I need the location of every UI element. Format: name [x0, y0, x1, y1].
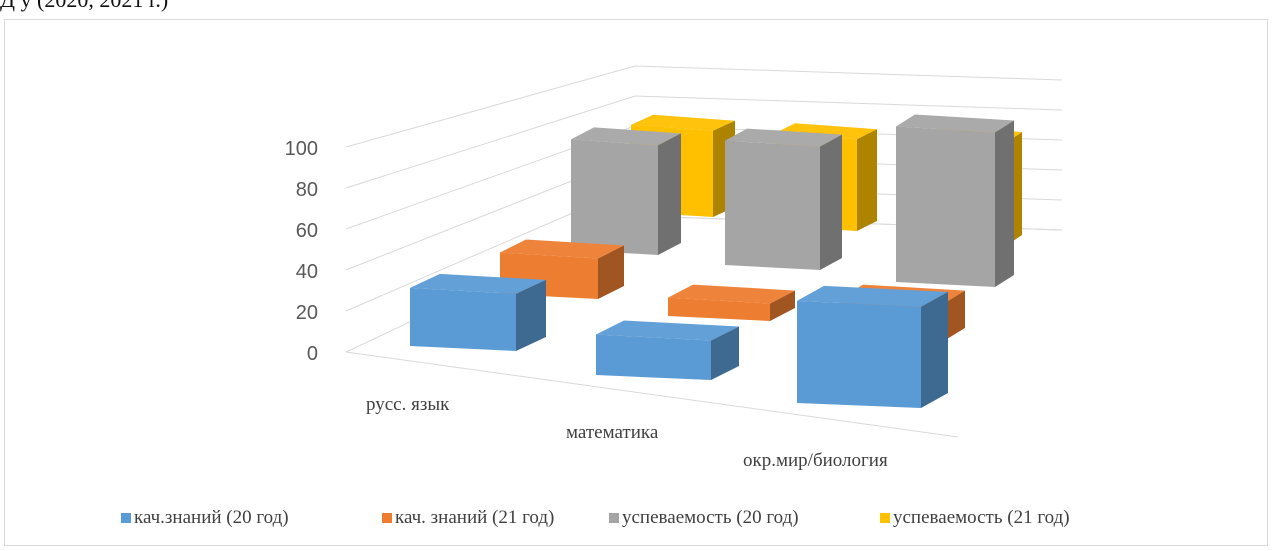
- legend-item: кач.знаний (20 год): [121, 507, 289, 528]
- legend-label: успеваемость (21 год): [893, 507, 1070, 528]
- bar-side: [770, 290, 795, 321]
- y-tick-label: 40: [296, 261, 318, 283]
- bar-side: [995, 120, 1014, 287]
- bar-front: [896, 126, 995, 287]
- bar-top: [775, 123, 877, 140]
- bar-front: [725, 140, 820, 270]
- bar-top: [410, 273, 546, 294]
- bar-2-1: [725, 128, 842, 270]
- horizontal-gridline-back: [634, 95, 1063, 111]
- bar-side: [820, 134, 842, 270]
- bar-top: [896, 114, 1014, 133]
- cut-off-heading: Д у (2020, 2021 г.): [0, 0, 1272, 12]
- chart-frame: [4, 19, 1268, 546]
- y-tick-label: 20: [296, 302, 318, 324]
- category-label: математика: [566, 422, 659, 443]
- bar-front: [571, 139, 658, 255]
- y-tick-label: 60: [296, 220, 318, 242]
- legend-label: кач. знаний (21 год): [395, 507, 554, 528]
- legend-item: успеваемость (21 год): [880, 507, 1070, 528]
- category-label: русс. язык: [366, 394, 450, 415]
- bar-0-0: [410, 273, 546, 351]
- chart-bars: [410, 114, 1022, 408]
- horizontal-gridline-back: [634, 65, 1063, 81]
- bar-side: [516, 279, 546, 351]
- bar-top: [596, 320, 739, 341]
- legend-item: успеваемость (20 год): [609, 507, 799, 528]
- y-tick-label: 0: [307, 343, 318, 365]
- bar-front: [668, 297, 770, 321]
- category-label: окр.мир/биология: [743, 450, 888, 471]
- chart-legend: кач.знаний (20 год) кач. знаний (21 год) у…: [121, 507, 1070, 528]
- legend-item: кач. знаний (21 год): [382, 507, 554, 528]
- category-labels: русс. язык математика окр.мир/биология: [366, 394, 888, 471]
- bar-top: [500, 239, 624, 259]
- bar-1-1: [668, 284, 795, 321]
- legend-label: успеваемость (20 год): [622, 507, 799, 528]
- bar-front: [596, 334, 711, 380]
- bar-front: [410, 287, 516, 351]
- legend-label: кач.знаний (20 год): [134, 507, 289, 528]
- floor-front-edge: [345, 351, 959, 438]
- bar-front: [797, 300, 921, 408]
- bar-top: [797, 285, 948, 307]
- bar-top: [631, 114, 735, 131]
- bar-side: [857, 129, 877, 231]
- y-tick-label: 80: [296, 179, 318, 201]
- horizontal-gridline-left: [345, 95, 636, 189]
- y-tick-label: 100: [285, 138, 318, 160]
- bar-top: [668, 284, 795, 304]
- legend-swatch: [382, 513, 392, 523]
- bar-top: [725, 128, 842, 147]
- legend-swatch: [121, 513, 131, 523]
- bar-0-1: [596, 320, 739, 380]
- horizontal-gridline-left: [345, 65, 636, 148]
- legend-swatch: [880, 513, 890, 523]
- bar-top: [571, 127, 681, 146]
- y-axis-ticks: 0 20 40 60 80 100: [285, 138, 318, 365]
- bar-2-0: [571, 127, 681, 255]
- bar-side: [921, 291, 948, 408]
- legend-swatch: [609, 513, 619, 523]
- bar-side: [598, 245, 624, 299]
- bar-side: [658, 133, 681, 255]
- bar-0-2: [797, 285, 948, 408]
- bar-side: [711, 326, 739, 380]
- bar-2-2: [896, 114, 1014, 287]
